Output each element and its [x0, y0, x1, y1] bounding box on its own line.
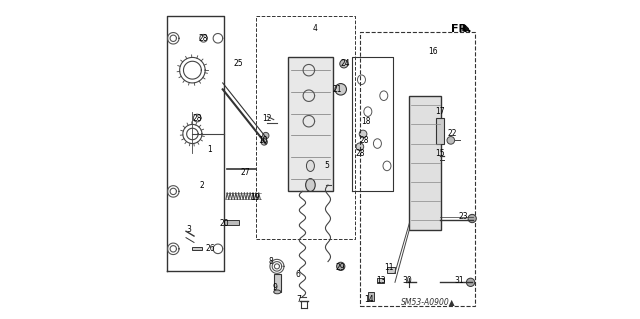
Text: SM53-A0900▲: SM53-A0900▲ — [401, 297, 456, 306]
Circle shape — [467, 278, 475, 286]
Circle shape — [447, 137, 454, 144]
Ellipse shape — [307, 160, 314, 172]
Text: 10: 10 — [258, 136, 268, 145]
Circle shape — [262, 132, 269, 139]
Ellipse shape — [306, 179, 316, 191]
Text: 25: 25 — [234, 59, 243, 68]
Text: 12: 12 — [262, 114, 272, 122]
Bar — [387, 267, 395, 273]
Text: 23: 23 — [459, 212, 468, 221]
Text: FR.: FR. — [451, 24, 471, 34]
Text: 17: 17 — [435, 107, 444, 116]
Text: 27: 27 — [240, 168, 250, 177]
Text: 26: 26 — [205, 244, 215, 253]
Text: 5: 5 — [324, 161, 329, 170]
Text: 20: 20 — [220, 219, 229, 228]
FancyBboxPatch shape — [436, 118, 444, 144]
Bar — [224, 220, 239, 225]
Text: 16: 16 — [428, 47, 438, 56]
Text: 14: 14 — [365, 295, 374, 304]
Circle shape — [356, 143, 364, 151]
Circle shape — [335, 84, 346, 95]
FancyBboxPatch shape — [288, 57, 333, 191]
Text: 2: 2 — [200, 181, 204, 189]
Text: 11: 11 — [384, 263, 394, 272]
Text: 1: 1 — [207, 145, 212, 154]
Circle shape — [359, 130, 367, 138]
Text: 7: 7 — [297, 295, 301, 304]
Text: 30: 30 — [403, 276, 413, 285]
Bar — [193, 247, 202, 250]
Ellipse shape — [274, 290, 281, 294]
Bar — [368, 292, 374, 301]
FancyArrow shape — [463, 25, 469, 31]
Text: 18: 18 — [362, 117, 371, 126]
Circle shape — [468, 214, 476, 223]
Text: 28: 28 — [360, 136, 369, 145]
FancyBboxPatch shape — [410, 96, 441, 230]
Text: 8: 8 — [268, 257, 273, 266]
Text: 28: 28 — [355, 149, 365, 158]
Circle shape — [261, 139, 268, 145]
Text: 21: 21 — [333, 85, 342, 94]
Text: 24: 24 — [340, 59, 350, 68]
Text: 3: 3 — [187, 225, 191, 234]
Circle shape — [340, 60, 348, 68]
Text: 31: 31 — [454, 276, 463, 285]
Text: 4: 4 — [313, 24, 317, 33]
Text: 6: 6 — [295, 270, 300, 279]
Text: 22: 22 — [447, 130, 457, 138]
Text: 28: 28 — [199, 34, 208, 43]
Bar — [274, 274, 281, 292]
Text: 19: 19 — [250, 193, 259, 202]
Text: 9: 9 — [273, 283, 278, 292]
Text: 29: 29 — [336, 263, 346, 272]
Bar — [378, 278, 385, 283]
Text: 15: 15 — [435, 149, 444, 158]
Text: 28: 28 — [193, 114, 202, 122]
Circle shape — [337, 262, 345, 271]
Text: 13: 13 — [376, 276, 385, 285]
